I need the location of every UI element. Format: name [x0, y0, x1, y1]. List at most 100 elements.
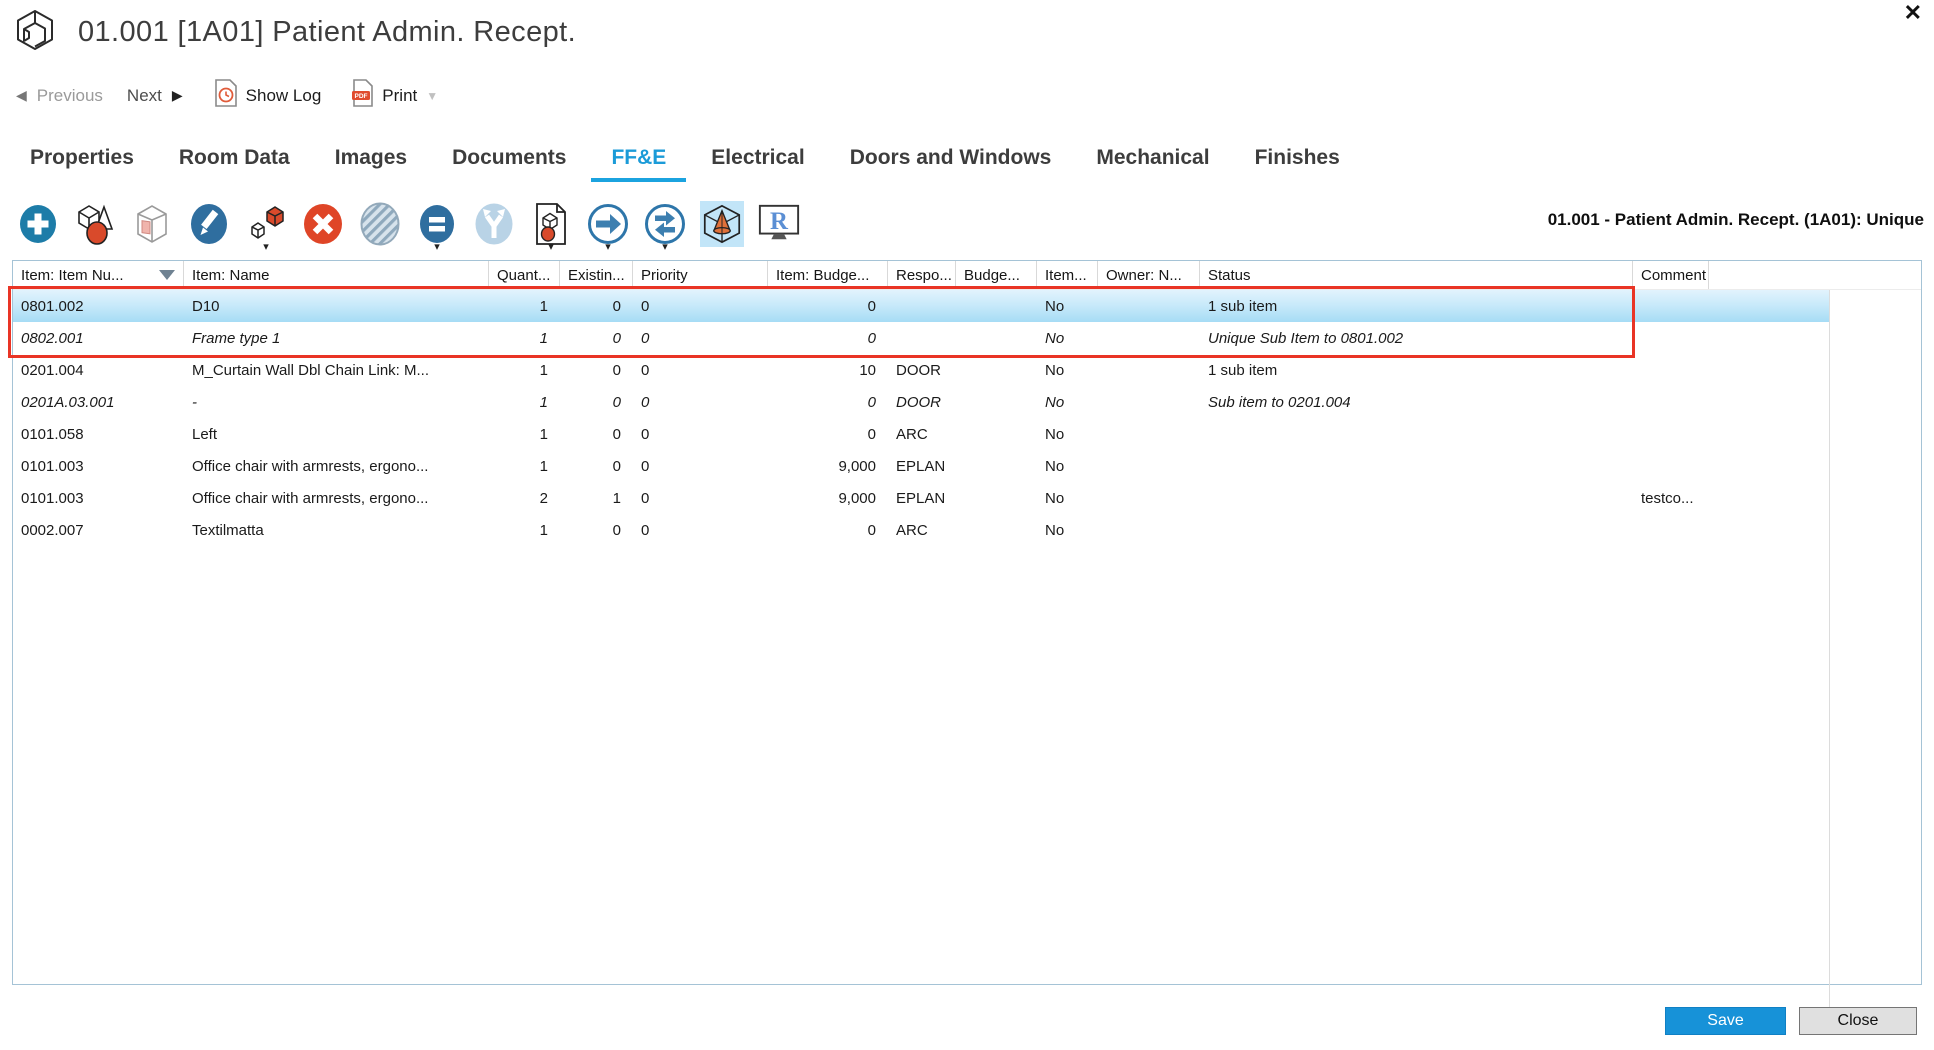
close-button[interactable]: Close [1799, 1007, 1917, 1035]
table-row[interactable]: 0101.003 Office chair with armrests, ergo… [13, 482, 1829, 514]
cell-number[interactable]: 0101.003 [21, 457, 84, 475]
sync-arrows-icon[interactable]: ▾ [643, 201, 687, 253]
equals-icon[interactable]: ▾ [415, 201, 459, 253]
column-header-quantity[interactable]: Quant... [489, 261, 560, 289]
column-header-name[interactable]: Item: Name [184, 261, 489, 289]
cell-priority[interactable]: 0 [641, 457, 650, 475]
cell-number[interactable]: 0201.004 [21, 361, 84, 379]
table-row[interactable]: 0801.002 D10 1 0 0 0 No 1 sub item [13, 290, 1829, 322]
cell-existing[interactable]: 0 [612, 329, 621, 347]
tab-images[interactable]: Images [334, 146, 408, 169]
tab-mechanical[interactable]: Mechanical [1096, 146, 1210, 169]
cell-name[interactable]: M_Curtain Wall Dbl Chain Link: M... [192, 361, 430, 379]
cell-quantity[interactable]: 1 [539, 361, 548, 379]
cell-responsible[interactable]: DOOR [896, 361, 941, 379]
cell-item3[interactable]: No [1045, 425, 1065, 443]
cell-responsible[interactable]: EPLAN [896, 489, 946, 507]
cell-quantity[interactable]: 1 [539, 457, 548, 475]
table-row[interactable]: 0201A.03.001 - 1 0 0 0 DOOR No Sub item to 0201.… [13, 386, 1829, 418]
edit-icon[interactable] [187, 201, 231, 247]
cell-name[interactable]: Frame type 1 [192, 329, 281, 347]
tab-electrical[interactable]: Electrical [711, 146, 805, 169]
cell-budget[interactable]: 0 [867, 329, 876, 347]
cell-name[interactable]: Office chair with armrests, ergono... [192, 489, 429, 507]
save-button[interactable]: Save [1665, 1007, 1786, 1035]
table-row[interactable]: 0101.058 Left 1 0 0 0 ARC No [13, 418, 1829, 450]
cell-item3[interactable]: No [1045, 329, 1065, 347]
arrow-right-icon[interactable]: ▾ [586, 201, 630, 253]
column-header-comment[interactable]: Comment [1633, 261, 1709, 289]
dropdown-caret-icon[interactable]: ▾ [605, 241, 611, 253]
next-button[interactable]: Next [126, 85, 162, 105]
cell-name[interactable]: D10 [192, 297, 220, 315]
tab-documents[interactable]: Documents [452, 146, 567, 169]
table-row[interactable]: 0802.001 Frame type 1 1 0 0 0 No Unique Sub Ite… [13, 322, 1829, 354]
cell-priority[interactable]: 0 [641, 393, 650, 411]
tab-doors-and-windows[interactable]: Doors and Windows [849, 146, 1052, 169]
cell-item3[interactable]: No [1045, 521, 1065, 539]
column-header-budget2[interactable]: Budge... [956, 261, 1037, 289]
cell-number[interactable]: 0101.003 [21, 489, 84, 507]
previous-button[interactable]: Previous [36, 85, 103, 105]
cell-quantity[interactable]: 1 [539, 297, 548, 315]
dropdown-caret-icon[interactable]: ▾ [662, 241, 668, 253]
cell-number[interactable]: 0201A.03.001 [21, 393, 115, 411]
delete-icon[interactable] [301, 201, 345, 247]
cell-item3[interactable]: No [1045, 457, 1065, 475]
revit-monitor-icon[interactable]: R [757, 201, 801, 247]
cell-existing[interactable]: 1 [612, 489, 621, 507]
cell-priority[interactable]: 0 [641, 521, 650, 539]
print-dropdown-icon[interactable]: ▼ [426, 88, 439, 103]
cell-number[interactable]: 0801.002 [21, 297, 84, 315]
cell-existing[interactable]: 0 [612, 425, 621, 443]
dropdown-caret-icon[interactable]: ▾ [548, 241, 554, 253]
cell-item3[interactable]: No [1045, 489, 1065, 507]
cell-existing[interactable]: 0 [612, 361, 621, 379]
sort-descending-icon[interactable] [159, 270, 175, 280]
next-arrow-icon[interactable]: ▶ [171, 87, 183, 103]
geometry-item-icon[interactable] [73, 201, 117, 247]
cell-name[interactable]: Textilmatta [192, 521, 264, 539]
cell-priority[interactable]: 0 [641, 329, 650, 347]
cell-status[interactable]: Sub item to 0201.004 [1208, 393, 1351, 411]
cell-quantity[interactable]: 1 [539, 393, 548, 411]
show-log-button[interactable]: Show Log [213, 78, 321, 113]
cell-existing[interactable]: 0 [612, 457, 621, 475]
cell-priority[interactable]: 0 [641, 361, 650, 379]
tab-ff-e[interactable]: FF&E [591, 146, 687, 182]
cell-status[interactable]: 1 sub item [1208, 297, 1278, 315]
table-row[interactable]: 0201.004 M_Curtain Wall Dbl Chain Link: M… [13, 354, 1829, 386]
cell-item3[interactable]: No [1045, 393, 1065, 411]
cell-existing[interactable]: 0 [612, 521, 621, 539]
cell-budget[interactable]: 0 [867, 393, 876, 411]
tab-properties[interactable]: Properties [30, 146, 134, 169]
cell-priority[interactable]: 0 [641, 425, 650, 443]
cell-number[interactable]: 0002.007 [21, 521, 84, 539]
dropdown-caret-icon[interactable]: ▾ [434, 241, 440, 253]
column-header-existing[interactable]: Existin... [560, 261, 633, 289]
column-header-status[interactable]: Status [1200, 261, 1633, 289]
cell-name[interactable]: - [192, 393, 197, 411]
cell-priority[interactable]: 0 [641, 489, 650, 507]
cell-quantity[interactable]: 1 [539, 521, 548, 539]
column-header-responsible[interactable]: Respo... [888, 261, 956, 289]
dropdown-caret-icon[interactable]: ▾ [263, 241, 269, 253]
column-header-item3[interactable]: Item... [1037, 261, 1098, 289]
previous-arrow-icon[interactable]: ◀ [16, 87, 27, 103]
cell-number[interactable]: 0802.001 [21, 329, 84, 347]
cell-status[interactable]: Unique Sub Item to 0801.002 [1208, 329, 1404, 347]
column-header-owner[interactable]: Owner: N... [1098, 261, 1200, 289]
cell-responsible[interactable]: DOOR [896, 393, 941, 411]
print-button[interactable]: PDF Print ▼ [351, 78, 438, 113]
cell-budget[interactable]: 0 [867, 297, 876, 315]
add-icon[interactable] [16, 201, 60, 247]
column-header-number[interactable]: Item: Item Nu... [13, 261, 184, 289]
tab-room-data[interactable]: Room Data [178, 146, 290, 169]
close-icon[interactable]: ✕ [1903, 0, 1922, 25]
cell-number[interactable]: 0101.058 [21, 425, 84, 443]
cell-responsible[interactable]: ARC [896, 425, 928, 443]
cell-budget[interactable]: 9,000 [838, 457, 876, 475]
cell-budget[interactable]: 0 [867, 425, 876, 443]
cell-existing[interactable]: 0 [612, 393, 621, 411]
cell-budget[interactable]: 9,000 [838, 489, 876, 507]
